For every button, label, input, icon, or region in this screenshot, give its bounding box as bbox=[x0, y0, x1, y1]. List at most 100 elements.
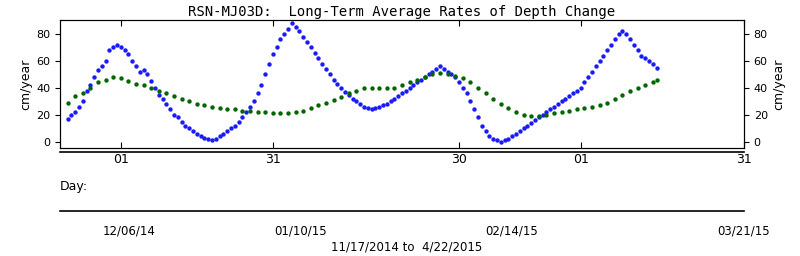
Point bbox=[190, 102, 203, 106]
Point bbox=[631, 48, 644, 52]
Point bbox=[243, 109, 256, 113]
Point bbox=[259, 72, 272, 77]
Y-axis label: cm/year: cm/year bbox=[19, 59, 32, 110]
Point bbox=[251, 91, 264, 95]
Point bbox=[430, 67, 442, 71]
Point bbox=[342, 91, 355, 95]
Point bbox=[590, 64, 602, 68]
Point bbox=[510, 110, 522, 114]
Point bbox=[236, 115, 249, 120]
Point bbox=[221, 107, 234, 111]
Point bbox=[350, 89, 363, 93]
Point bbox=[514, 129, 526, 133]
Point bbox=[198, 103, 211, 108]
Point bbox=[624, 37, 637, 41]
Point bbox=[331, 82, 344, 86]
Point bbox=[490, 138, 503, 142]
Point bbox=[547, 111, 560, 115]
Point bbox=[555, 110, 568, 114]
Point bbox=[149, 86, 162, 90]
Point bbox=[141, 72, 154, 77]
Point bbox=[616, 29, 629, 33]
Point bbox=[251, 110, 264, 114]
Point bbox=[464, 99, 477, 103]
Point bbox=[138, 83, 150, 87]
Point bbox=[320, 101, 333, 105]
Point bbox=[388, 86, 401, 90]
Point bbox=[213, 106, 226, 110]
Point bbox=[297, 35, 310, 39]
Point bbox=[525, 121, 538, 125]
Point bbox=[502, 106, 515, 110]
Point bbox=[255, 83, 268, 87]
Point bbox=[566, 91, 579, 95]
Point bbox=[544, 107, 557, 111]
Point bbox=[240, 110, 253, 114]
Point bbox=[312, 103, 325, 108]
Point bbox=[282, 27, 294, 31]
Point bbox=[438, 67, 450, 71]
Point bbox=[358, 86, 370, 90]
Point bbox=[304, 45, 317, 49]
Point bbox=[396, 91, 409, 95]
Point bbox=[635, 54, 648, 58]
Point bbox=[609, 97, 622, 101]
Point bbox=[327, 78, 340, 82]
Point bbox=[399, 89, 412, 93]
Point bbox=[594, 103, 606, 108]
Point bbox=[221, 129, 234, 133]
Point bbox=[377, 103, 390, 108]
Point bbox=[312, 56, 325, 60]
Point bbox=[563, 109, 576, 113]
Text: 12/06/14: 12/06/14 bbox=[102, 224, 155, 237]
Point bbox=[365, 86, 378, 90]
Point bbox=[445, 72, 458, 77]
Point bbox=[320, 67, 333, 71]
Point bbox=[642, 59, 655, 63]
Point bbox=[639, 83, 652, 87]
Point bbox=[650, 66, 663, 70]
Point bbox=[175, 97, 188, 101]
Point bbox=[327, 98, 340, 102]
Point bbox=[91, 68, 104, 72]
Point bbox=[217, 132, 230, 136]
Point bbox=[126, 59, 138, 63]
Point bbox=[525, 114, 538, 118]
Point bbox=[182, 126, 195, 130]
Point bbox=[179, 124, 192, 128]
Point bbox=[145, 79, 158, 83]
Point bbox=[354, 102, 366, 106]
Point bbox=[335, 95, 348, 99]
Point bbox=[84, 83, 97, 87]
Point bbox=[225, 126, 238, 130]
Point bbox=[278, 32, 290, 36]
Point bbox=[486, 137, 499, 141]
Point bbox=[365, 107, 378, 111]
Point bbox=[130, 64, 142, 68]
Point bbox=[396, 83, 409, 87]
Point bbox=[594, 59, 606, 63]
Point bbox=[210, 137, 222, 141]
Point bbox=[186, 129, 199, 133]
Point bbox=[422, 72, 435, 77]
Point bbox=[122, 79, 134, 83]
Point bbox=[198, 136, 211, 140]
Point bbox=[316, 61, 329, 66]
Point bbox=[468, 107, 481, 111]
Point bbox=[190, 132, 203, 136]
Point bbox=[472, 86, 485, 90]
Point bbox=[61, 117, 74, 121]
Point bbox=[479, 91, 492, 95]
Point bbox=[282, 111, 294, 115]
Point bbox=[411, 78, 424, 82]
Point bbox=[274, 111, 286, 115]
Point bbox=[61, 101, 74, 105]
Point bbox=[616, 92, 629, 97]
Point bbox=[479, 129, 492, 133]
Point bbox=[106, 45, 120, 49]
Point bbox=[521, 124, 534, 128]
Point bbox=[388, 97, 401, 101]
Point bbox=[460, 91, 473, 95]
Point bbox=[381, 102, 394, 106]
Point bbox=[103, 48, 116, 52]
